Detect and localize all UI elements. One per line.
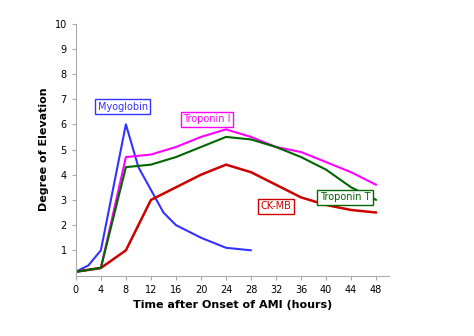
Y-axis label: Degree of Elevation: Degree of Elevation: [39, 88, 49, 211]
Text: Myoglobin: Myoglobin: [98, 102, 148, 112]
Text: Troponin I: Troponin I: [183, 114, 231, 124]
Text: CK-MB: CK-MB: [261, 201, 292, 211]
X-axis label: Time after Onset of AMI (hours): Time after Onset of AMI (hours): [133, 300, 332, 310]
Text: Troponin T: Troponin T: [319, 193, 370, 202]
